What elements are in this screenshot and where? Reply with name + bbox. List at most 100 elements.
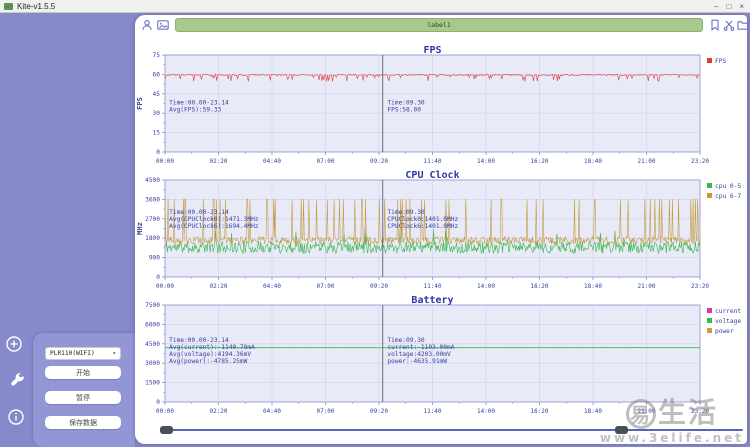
- add-icon[interactable]: [5, 335, 23, 353]
- titlebar: Kite-v1.5.5 – □ ×: [0, 0, 750, 13]
- maximize-button[interactable]: □: [726, 1, 732, 11]
- svg-text:00:00: 00:00: [156, 408, 174, 415]
- start-button[interactable]: 开始: [45, 366, 121, 379]
- svg-text:04:40: 04:40: [263, 158, 281, 165]
- main-card: 75 60 45 30 15 0 00:00 02:20 04:40 07:00 09:20 11:4…: [135, 15, 749, 444]
- wrench-icon[interactable]: [9, 371, 27, 389]
- svg-text:Time:00.00-23.14: Time:00.00-23.14: [169, 209, 229, 216]
- svg-text:FPS:58.00: FPS:58.00: [387, 107, 421, 114]
- svg-text:23:20: 23:20: [691, 158, 709, 165]
- svg-text:09:20: 09:20: [370, 158, 388, 165]
- svg-text:4500: 4500: [145, 177, 160, 184]
- toolbar: [135, 18, 749, 34]
- svg-text:00:00: 00:00: [156, 158, 174, 165]
- svg-text:09:20: 09:20: [370, 408, 388, 415]
- slider-handle-right[interactable]: [615, 426, 628, 434]
- svg-text:CPUClock6:1401.0MHz: CPUClock6:1401.0MHz: [387, 223, 458, 230]
- svg-text:1800: 1800: [145, 235, 160, 242]
- svg-text:45: 45: [153, 91, 161, 98]
- svg-text:FPS: FPS: [715, 58, 726, 65]
- svg-text:16:20: 16:20: [530, 283, 548, 290]
- svg-text:2700: 2700: [145, 216, 160, 223]
- svg-text:Time:09.30: Time:09.30: [387, 100, 425, 107]
- svg-text:75: 75: [153, 52, 161, 59]
- svg-text:00:00: 00:00: [156, 283, 174, 290]
- cpu-clock-chart: 4500 3600 2700 1800 900 0 00:00 02:20 04:40 07:00…: [135, 170, 747, 295]
- window-title: Kite-v1.5.5: [17, 1, 56, 11]
- user-icon[interactable]: [141, 19, 153, 31]
- device-select[interactable]: PLR110(WIFI) ▾: [45, 347, 121, 360]
- svg-text:16:20: 16:20: [530, 408, 548, 415]
- svg-text:power: power: [715, 328, 734, 335]
- svg-text:Time:09.30: Time:09.30: [387, 337, 425, 344]
- svg-text:1500: 1500: [145, 380, 160, 387]
- fps-chart: 75 60 45 30 15 0 00:00 02:20 04:40 07:00 09:20 11:4…: [135, 45, 747, 170]
- svg-text:3000: 3000: [145, 360, 160, 367]
- chevron-down-icon: ▾: [112, 350, 116, 357]
- time-range-slider[interactable]: [160, 426, 743, 434]
- svg-text:23:20: 23:20: [691, 408, 709, 415]
- control-panel: PLR110(WIFI) ▾ 开始 暂停 保存数据: [33, 333, 135, 447]
- svg-text:cpu 6-7: cpu 6-7: [715, 193, 741, 200]
- save-data-button[interactable]: 保存数据: [45, 416, 121, 429]
- svg-text:07:00: 07:00: [316, 283, 334, 290]
- svg-text:FPS: FPS: [423, 45, 441, 56]
- svg-text:23:20: 23:20: [691, 283, 709, 290]
- svg-text:Avg(CPUClock0):1471.3MHz: Avg(CPUClock0):1471.3MHz: [169, 216, 259, 223]
- svg-text:04:40: 04:40: [263, 283, 281, 290]
- slider-handle-left[interactable]: [160, 426, 173, 434]
- fps-chart-plot[interactable]: 75 60 45 30 15 0 00:00 02:20 04:40 07:00 09:20 11:4…: [135, 45, 747, 170]
- scissors-icon[interactable]: [723, 19, 735, 31]
- svg-text:Time:00.00-23.14: Time:00.00-23.14: [169, 337, 229, 344]
- device-select-value: PLR110(WIFI): [50, 350, 95, 357]
- svg-text:0: 0: [156, 274, 160, 281]
- svg-text:4500: 4500: [145, 341, 160, 348]
- svg-text:14:00: 14:00: [477, 283, 495, 290]
- folder-icon[interactable]: [737, 19, 749, 31]
- svg-text:02:20: 02:20: [209, 283, 227, 290]
- svg-text:Time:00.00-23.14: Time:00.00-23.14: [169, 100, 229, 107]
- svg-text:11:40: 11:40: [423, 283, 441, 290]
- svg-text:Battery: Battery: [411, 295, 453, 306]
- pause-button[interactable]: 暂停: [45, 391, 121, 404]
- svg-text:current: current: [715, 308, 741, 315]
- screenshot-icon[interactable]: [157, 19, 169, 31]
- svg-text:current:-1103.00mA: current:-1103.00mA: [387, 344, 454, 351]
- svg-text:7500: 7500: [145, 302, 160, 309]
- svg-text:16:20: 16:20: [530, 158, 548, 165]
- cpu-clock-chart-plot[interactable]: 4500 3600 2700 1800 900 0 00:00 02:20 04:40 07:00…: [135, 170, 747, 295]
- svg-text:900: 900: [149, 255, 160, 262]
- svg-text:18:40: 18:40: [584, 158, 602, 165]
- svg-text:07:00: 07:00: [316, 158, 334, 165]
- battery-chart: 7500 6000 4500 3000 1500 0 00:00 02:20 04:40 07:0…: [135, 295, 747, 420]
- svg-text:Avg(voltage):4194.36mV: Avg(voltage):4194.36mV: [169, 351, 251, 358]
- svg-text:Time:09.30: Time:09.30: [387, 209, 425, 216]
- svg-text:11:40: 11:40: [423, 158, 441, 165]
- svg-text:CPU Clock: CPU Clock: [405, 170, 459, 181]
- svg-text:6000: 6000: [145, 321, 160, 328]
- svg-text:14:00: 14:00: [477, 408, 495, 415]
- svg-text:Avg(FPS):59.33: Avg(FPS):59.33: [169, 107, 221, 114]
- svg-text:Avg(CPUClock6):1694.4MHz: Avg(CPUClock6):1694.4MHz: [169, 223, 259, 230]
- svg-text:21:00: 21:00: [637, 158, 655, 165]
- info-icon[interactable]: [7, 408, 25, 426]
- battery-chart-plot[interactable]: 7500 6000 4500 3000 1500 0 00:00 02:20 04:40 07:0…: [135, 295, 747, 420]
- bookmark-icon[interactable]: [709, 19, 721, 31]
- svg-text:30: 30: [153, 110, 161, 117]
- svg-text:Avg(current):-1140.78mA: Avg(current):-1140.78mA: [169, 344, 255, 351]
- close-button[interactable]: ×: [739, 1, 744, 11]
- svg-text:power:-4635.91mW: power:-4635.91mW: [387, 358, 447, 365]
- svg-text:04:40: 04:40: [263, 408, 281, 415]
- svg-text:09:20: 09:20: [370, 283, 388, 290]
- svg-text:0: 0: [156, 149, 160, 156]
- svg-text:02:20: 02:20: [209, 158, 227, 165]
- minimize-button[interactable]: –: [714, 1, 719, 11]
- svg-text:cpu 0-5: cpu 0-5: [715, 183, 741, 190]
- label-input[interactable]: [175, 18, 703, 32]
- svg-text:14:00: 14:00: [477, 158, 495, 165]
- svg-text:voltage:4203.00mV: voltage:4203.00mV: [387, 351, 451, 358]
- svg-text:02:20: 02:20: [209, 408, 227, 415]
- svg-text:21:00: 21:00: [637, 283, 655, 290]
- svg-text:07:00: 07:00: [316, 408, 334, 415]
- svg-text:18:40: 18:40: [584, 283, 602, 290]
